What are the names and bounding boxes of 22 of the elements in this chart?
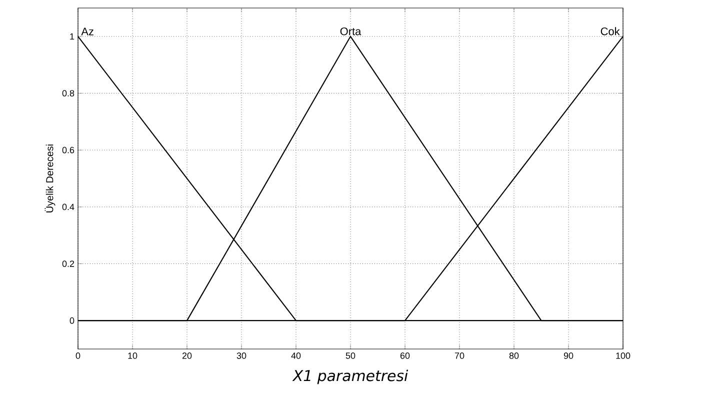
x-axis-title: X1 parametresi — [292, 370, 408, 384]
y-tick-label: 0.8 — [62, 90, 74, 96]
y-tick-label: 0.6 — [62, 146, 74, 154]
y-tick-label: 1 — [70, 33, 74, 40]
legend-label: Cok — [600, 27, 620, 36]
y-tick-label: 0 — [70, 317, 74, 324]
series-label: Az — [81, 28, 94, 36]
y-axis-title: Üyelik Derecesi — [44, 144, 56, 212]
x-tick-label: 10 — [128, 352, 138, 359]
x-tick-label: 0 — [76, 352, 80, 359]
x-tick-label: 70 — [454, 352, 464, 359]
x-tick-label: 50 — [346, 352, 356, 359]
y-tick-label: 0.4 — [62, 204, 74, 210]
x-tick-label: 80 — [509, 352, 519, 359]
x-tick-label: 40 — [291, 352, 301, 359]
x-tick-label: 30 — [236, 352, 246, 359]
series-label: Orta — [340, 27, 362, 36]
x-tick-label: 60 — [400, 352, 410, 359]
x-tick-label: 90 — [564, 352, 574, 359]
x-tick-label: 100 — [616, 352, 630, 359]
x-tick-label: 20 — [182, 352, 192, 359]
y-tick-label: 0.2 — [62, 260, 74, 267]
